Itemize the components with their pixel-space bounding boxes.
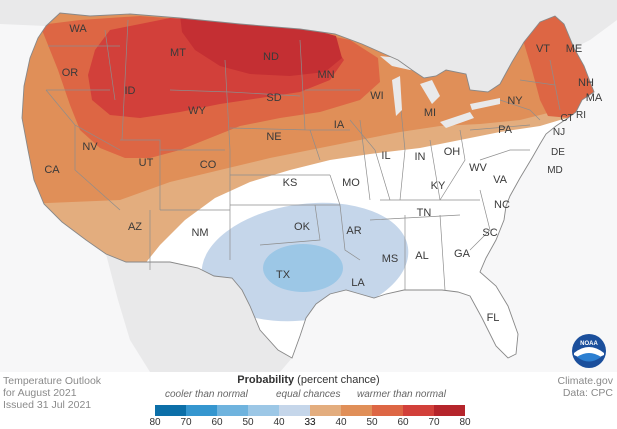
state-label-co: CO	[200, 159, 217, 171]
caption-title: Temperature Outlook	[3, 375, 102, 387]
legend-swatch-cool-2	[186, 405, 217, 416]
legend-tick-warm-33: 33	[304, 417, 316, 428]
state-label-ar: AR	[346, 225, 361, 237]
state-label-tx: TX	[276, 269, 291, 281]
legend-color-bar	[155, 405, 465, 416]
state-label-id: ID	[125, 85, 136, 97]
state-label-az: AZ	[128, 221, 142, 233]
state-label-mn: MN	[317, 69, 334, 81]
state-label-ks: KS	[283, 177, 298, 189]
state-label-wi: WI	[370, 90, 383, 102]
legend-swatch-warm-4	[403, 405, 434, 416]
state-label-mt: MT	[170, 47, 186, 59]
state-label-sd: SD	[266, 92, 281, 104]
legend-tick-warm-80: 80	[459, 417, 471, 428]
legend-swatch-warm-5	[434, 405, 465, 416]
state-label-nc: NC	[494, 199, 510, 211]
state-label-ut: UT	[139, 157, 154, 169]
state-label-pa: PA	[498, 124, 513, 136]
legend-tick-warm-50: 50	[366, 417, 378, 428]
legend-tick-warm-60: 60	[397, 417, 409, 428]
lake-huron	[420, 80, 440, 104]
us-outline	[21, 12, 595, 359]
state-label-ga: GA	[454, 248, 471, 260]
legend-swatch-warm-3	[372, 405, 403, 416]
legend-tick-cool-50: 50	[242, 417, 254, 428]
canada-landmass	[0, 0, 617, 92]
state-label-tn: TN	[417, 207, 432, 219]
state-label-nm: NM	[191, 227, 208, 239]
legend-title-rest: (percent chance)	[297, 374, 380, 386]
outlook-caption: Temperature Outlook for August 2021 Issu…	[3, 375, 101, 411]
legend-swatch-warm-2	[341, 405, 372, 416]
legend-tick-cool-60: 60	[211, 417, 223, 428]
state-label-ca: CA	[44, 164, 60, 176]
legend-swatch-cool-4	[248, 405, 279, 416]
legend-swatch-warm-1	[310, 405, 341, 416]
legend-title-bold: Probability	[237, 374, 295, 386]
state-label-me: ME	[566, 43, 583, 55]
state-borders	[45, 19, 561, 291]
state-label-mi: MI	[424, 107, 436, 119]
state-label-ny: NY	[507, 95, 523, 107]
state-label-de: DE	[551, 147, 565, 158]
cool-40-50-area	[263, 244, 343, 292]
state-label-wy: WY	[188, 105, 206, 117]
noaa-logo: NOAA	[572, 334, 606, 368]
credit-data: Data: CPC	[562, 387, 613, 399]
caption-issued: Issued 31 Jul 2021	[3, 399, 92, 411]
state-label-ri: RI	[576, 110, 586, 121]
lake-michigan	[392, 76, 402, 116]
legend-swatch-cool-3	[217, 405, 248, 416]
state-label-il: IL	[381, 150, 390, 162]
state-label-la: LA	[351, 277, 365, 289]
legend-title: Probability (percent chance)	[0, 374, 617, 386]
state-label-or: OR	[62, 67, 79, 79]
state-label-ne: NE	[266, 131, 281, 143]
legend-equal-label: equal chances	[276, 389, 341, 400]
state-label-wa: WA	[69, 23, 87, 35]
caption-period: for August 2021	[3, 387, 77, 399]
state-label-oh: OH	[444, 146, 461, 158]
lake-superior	[380, 56, 430, 72]
legend-tick-cool-33: 33	[304, 417, 316, 428]
us-map: WA OR CA NV ID MT WY UT AZ CO NM ND SD N…	[0, 0, 617, 372]
state-label-ct: CT	[560, 113, 573, 124]
legend-swatch-cool-5	[279, 405, 310, 416]
legend-tick-cool-70: 70	[180, 417, 192, 428]
state-label-in: IN	[415, 151, 426, 163]
credits: Climate.gov Data: CPC	[558, 375, 613, 399]
state-label-ms: MS	[382, 253, 399, 265]
noaa-logo-text: NOAA	[580, 341, 598, 347]
lake-erie	[440, 112, 474, 128]
state-label-fl: FL	[487, 312, 500, 324]
state-label-ma: MA	[586, 92, 603, 104]
state-label-wv: WV	[469, 162, 487, 174]
legend-tick-cool-40: 40	[273, 417, 285, 428]
state-labels: WA OR CA NV ID MT WY UT AZ CO NM ND SD N…	[44, 23, 603, 324]
credit-site: Climate.gov	[557, 375, 613, 387]
state-label-nv: NV	[82, 141, 98, 153]
legend-tick-cool-80: 80	[149, 417, 161, 428]
lake-ontario	[470, 98, 500, 110]
state-label-md: MD	[547, 165, 563, 176]
state-label-ia: IA	[334, 119, 345, 131]
state-label-sc: SC	[482, 227, 497, 239]
state-label-va: VA	[493, 174, 508, 186]
state-label-al: AL	[415, 250, 428, 262]
state-label-ok: OK	[294, 221, 311, 233]
state-label-nj: NJ	[553, 127, 565, 138]
legend-warmer-label: warmer than normal	[357, 389, 446, 400]
state-label-mo: MO	[342, 177, 360, 189]
legend-tick-warm-70: 70	[428, 417, 440, 428]
legend-cooler-label: cooler than normal	[165, 389, 248, 400]
state-label-ky: KY	[431, 180, 446, 192]
state-label-nh: NH	[578, 77, 594, 89]
mexico-landmass	[106, 254, 292, 372]
state-label-nd: ND	[263, 51, 279, 63]
legend-swatch-cool-1	[155, 405, 186, 416]
state-label-vt: VT	[536, 43, 550, 55]
legend-tick-warm-40: 40	[335, 417, 347, 428]
